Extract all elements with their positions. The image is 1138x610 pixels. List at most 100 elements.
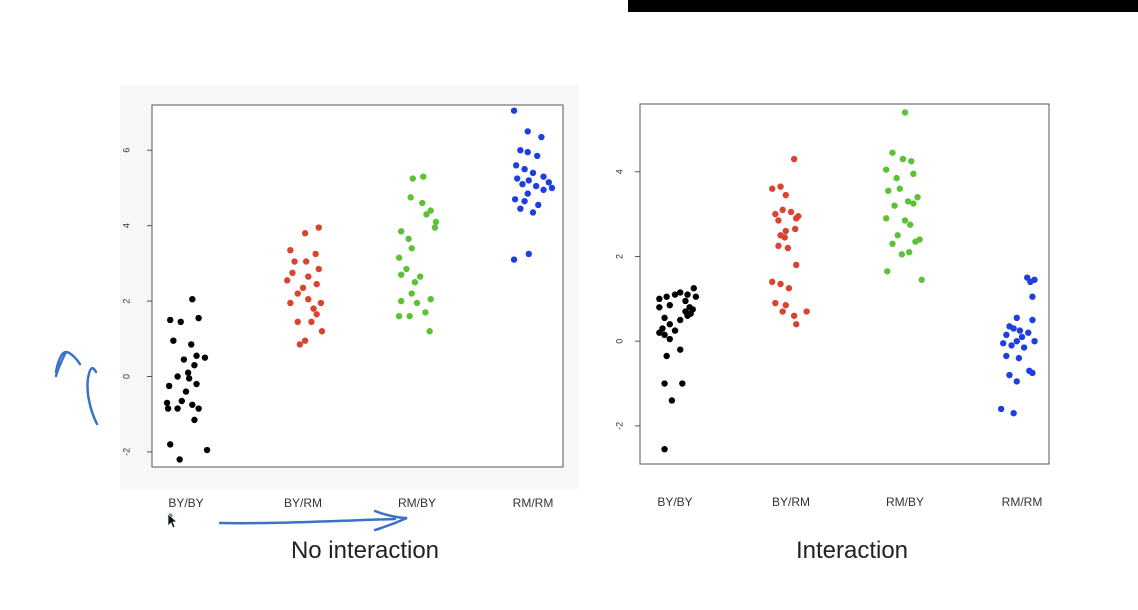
data-point [287,246,294,254]
data-point [777,280,784,288]
data-point [182,388,190,395]
data-point [540,173,547,180]
data-point [787,208,795,216]
data-point [901,109,909,116]
data-point [517,205,524,212]
data-point [525,250,532,258]
data-point [315,224,322,231]
data-point [426,328,433,335]
data-point [195,405,202,412]
hand-drawn-up-arrow [54,350,99,426]
data-point [185,375,193,382]
data-point [398,297,405,305]
data-point [305,295,312,303]
data-point [525,177,532,184]
data-point [403,265,410,273]
data-point [782,227,789,235]
data-point [407,194,414,201]
data-point [682,308,689,315]
data-point [684,291,691,298]
data-point [891,202,898,209]
data-point [893,174,900,182]
data-point [315,265,322,273]
data-point [671,327,679,334]
data-point [427,295,434,303]
data-point [1025,329,1032,336]
data-point [803,308,810,315]
data-point [1018,333,1026,341]
data-point [781,234,788,241]
data-point [894,232,901,239]
right-chart-caption: Interaction [795,537,909,564]
data-point [790,155,798,163]
data-point [519,180,526,188]
data-point [690,285,697,292]
data-point [432,218,440,226]
data-point [395,312,403,320]
data-point [666,335,673,343]
data-point [409,175,416,182]
data-point [163,399,171,407]
x-category-label: RM/BY [398,496,436,510]
data-point [289,269,296,277]
data-point [782,301,789,309]
data-point [790,312,798,319]
data-point [291,258,298,265]
data-point [312,250,319,258]
x-category-label: RM/BY [886,495,924,509]
data-point [899,155,907,163]
data-point [521,165,528,173]
data-point [793,261,800,269]
data-point [677,316,684,324]
data-point [408,245,415,252]
data-point [545,179,552,186]
data-point [889,240,896,247]
data-point [296,341,304,348]
data-point [294,290,301,297]
data-point [777,183,784,190]
data-point [313,280,320,288]
data-point [188,341,195,348]
data-point [1013,337,1020,345]
data-point [883,166,890,173]
data-point [884,268,891,275]
data-point [1031,337,1038,345]
data-point [170,337,177,344]
y-tick-label: 6 [121,148,131,153]
data-point [666,301,673,309]
data-point [905,249,913,256]
data-point [896,185,903,192]
data-point [656,304,663,311]
y-tick-label: 2 [121,299,131,304]
data-point [901,217,909,224]
data-point [431,224,439,231]
data-point [174,373,181,380]
data-point [1015,354,1023,362]
data-point [195,314,202,322]
data-point [904,198,912,205]
data-point [534,152,541,160]
data-point [301,337,309,344]
data-point [883,215,890,222]
data-point [287,299,294,307]
data-point [174,405,181,412]
data-point [912,238,919,245]
left-scatter-chart: -2 0 2 4 6 BY/BY BY/RM RM/BY RM/RM [121,104,564,510]
x-category-label: RM/RM [1002,495,1043,509]
data-point [189,401,196,408]
data-point [178,397,185,405]
data-point [191,416,198,424]
x-category-label: BY/RM [772,495,810,509]
data-point [1027,278,1034,286]
data-point [193,380,200,388]
data-point [302,258,310,265]
data-point [524,190,531,197]
data-point [679,380,686,387]
data-point [1016,327,1024,334]
data-point [1020,344,1028,351]
data-point [1013,314,1020,322]
left-chart-caption: No interaction [290,537,440,564]
data-point [398,271,405,278]
data-point [769,278,776,286]
